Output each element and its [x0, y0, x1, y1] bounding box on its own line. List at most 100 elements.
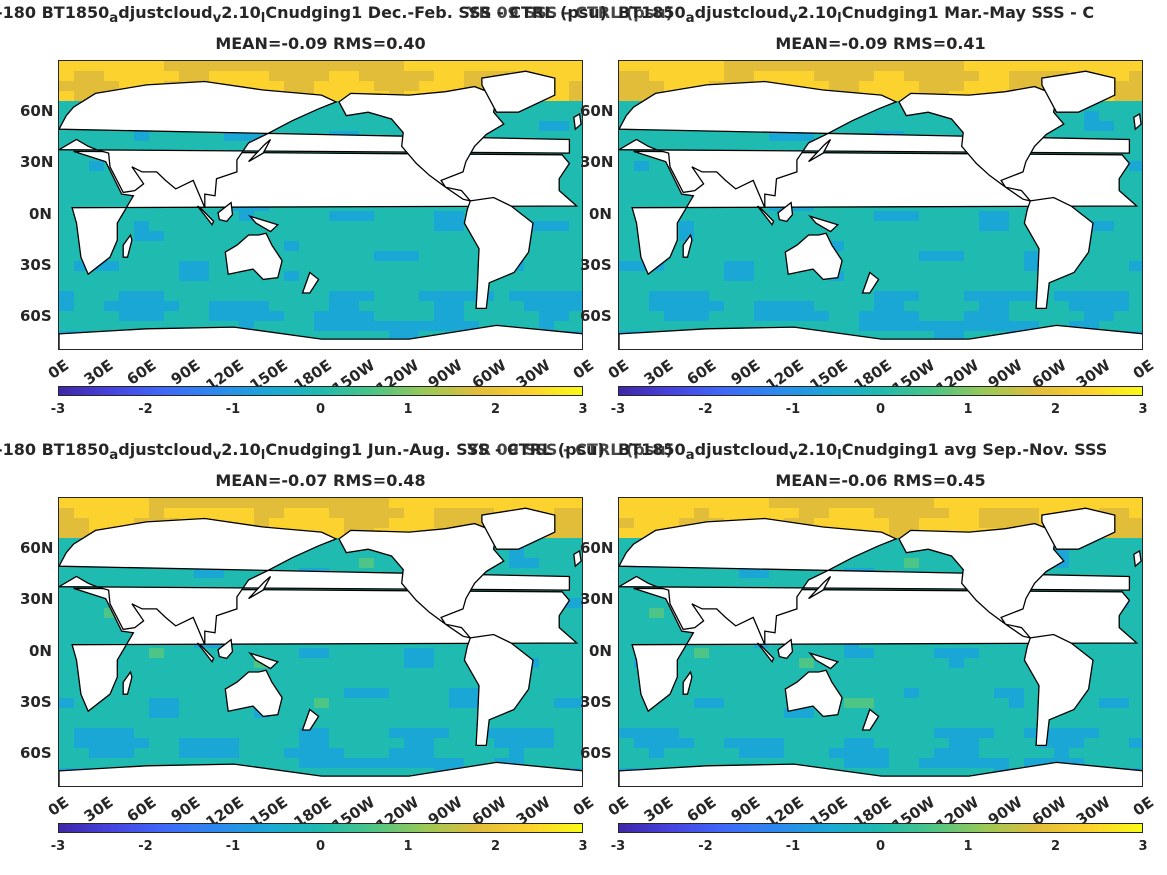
sss-field-cell [539, 251, 555, 262]
sss-field-cell [979, 508, 995, 519]
sss-field-cell [299, 748, 315, 759]
sss-field-cell [949, 221, 965, 232]
sss-field-cell [919, 311, 935, 322]
sss-field-cell [1024, 291, 1040, 302]
sss-field-cell [509, 558, 525, 569]
sss-field-cell [434, 508, 450, 519]
sss-field-cell [904, 678, 920, 689]
sss-field-cell [964, 688, 980, 699]
sss-field-cell [619, 291, 635, 302]
sss-field-cell [934, 768, 950, 779]
sss-field-cell [889, 698, 905, 709]
sss-field-cell [904, 668, 920, 679]
sss-field-cell [104, 291, 120, 302]
sss-field-cell [1129, 101, 1142, 112]
sss-field-cell [874, 748, 890, 759]
x-tick-label: 90E [167, 793, 204, 826]
sss-field-cell [284, 678, 300, 689]
sss-field-cell [59, 161, 75, 172]
sss-field-cell [389, 558, 405, 569]
x-tick-label: 30E [640, 356, 677, 389]
sss-field-cell [634, 508, 650, 519]
sss-field-cell [1129, 231, 1142, 242]
sss-field-cell [59, 231, 75, 242]
sss-field-cell [374, 261, 390, 272]
sss-field-cell [649, 171, 665, 182]
sss-field-cell [149, 231, 165, 242]
sss-field-cell [359, 251, 375, 262]
sss-field-cell [389, 718, 405, 729]
sss-field-cell [149, 728, 165, 739]
sss-field-cell [964, 648, 980, 659]
sss-field-cell [1099, 538, 1115, 549]
sss-field-cell [569, 718, 582, 729]
landmass [59, 761, 582, 786]
sss-field-cell [1129, 71, 1142, 82]
colorbar [58, 823, 583, 833]
sss-field-cell [799, 568, 815, 579]
sss-field-cell [59, 758, 75, 769]
sss-field-cell [1024, 708, 1040, 719]
sss-field-cell [569, 291, 582, 302]
sss-field-cell [694, 568, 710, 579]
sss-field-cell [709, 658, 725, 669]
sss-field-cell [1084, 271, 1100, 282]
sss-field-cell [164, 211, 180, 222]
sss-field-cell [754, 568, 770, 579]
sss-field-cell [359, 271, 375, 282]
sss-field-cell [119, 518, 135, 529]
map-plot [58, 497, 583, 787]
sss-field-cell [739, 678, 755, 689]
sss-field-cell [254, 291, 270, 302]
sss-field-cell [889, 101, 905, 112]
sss-field-cell [1114, 291, 1130, 302]
sss-field-cell [524, 111, 540, 122]
sss-field-cell [664, 728, 680, 739]
sss-field-cell [994, 718, 1010, 729]
sss-field-cell [194, 271, 210, 282]
sss-field-cell [59, 321, 75, 332]
sss-field-cell [329, 558, 345, 569]
sss-field-cell [89, 508, 105, 519]
sss-field-cell [1054, 311, 1070, 322]
sss-field-cell [994, 271, 1010, 282]
sss-field-cell [254, 738, 270, 749]
sss-field-cell [1114, 708, 1130, 719]
sss-field-cell [569, 301, 582, 312]
sss-field-cell [1129, 718, 1142, 729]
colorbar-tick-label: -2 [698, 839, 713, 854]
sss-field-cell [1099, 658, 1115, 669]
sss-field-cell [389, 71, 405, 82]
sss-field-cell [664, 291, 680, 302]
sss-field-cell [904, 688, 920, 699]
sss-field-cell [449, 758, 465, 769]
sss-field-cell [134, 241, 150, 252]
sss-field-cell [569, 598, 582, 609]
sss-field-cell [664, 628, 680, 639]
sss-field-cell [619, 191, 635, 202]
sss-field-cell [634, 518, 650, 529]
sss-field-cell [554, 251, 570, 262]
sss-field-cell [1114, 71, 1130, 82]
sss-field-cell [179, 141, 195, 152]
sss-field-cell [874, 498, 890, 509]
sss-field-cell [619, 271, 635, 282]
sss-field-cell [344, 508, 360, 519]
sss-field-cell [949, 331, 965, 342]
sss-field-cell [889, 311, 905, 322]
sss-field-cell [904, 271, 920, 282]
sss-field-cell [209, 678, 225, 689]
sss-field-cell [949, 301, 965, 312]
sss-field-cell [1114, 121, 1130, 132]
sss-field-cell [134, 261, 150, 272]
sss-field-cell [634, 321, 650, 332]
sss-field-cell [694, 668, 710, 679]
sss-field-cell [359, 658, 375, 669]
sss-field-cell [554, 271, 570, 282]
sss-field-cell [679, 578, 695, 589]
y-tick-label: 30S [580, 692, 612, 711]
sss-field-cell [769, 498, 785, 509]
sss-field-cell [89, 71, 105, 82]
sss-field-cell [164, 251, 180, 262]
sss-field-cell [874, 738, 890, 749]
